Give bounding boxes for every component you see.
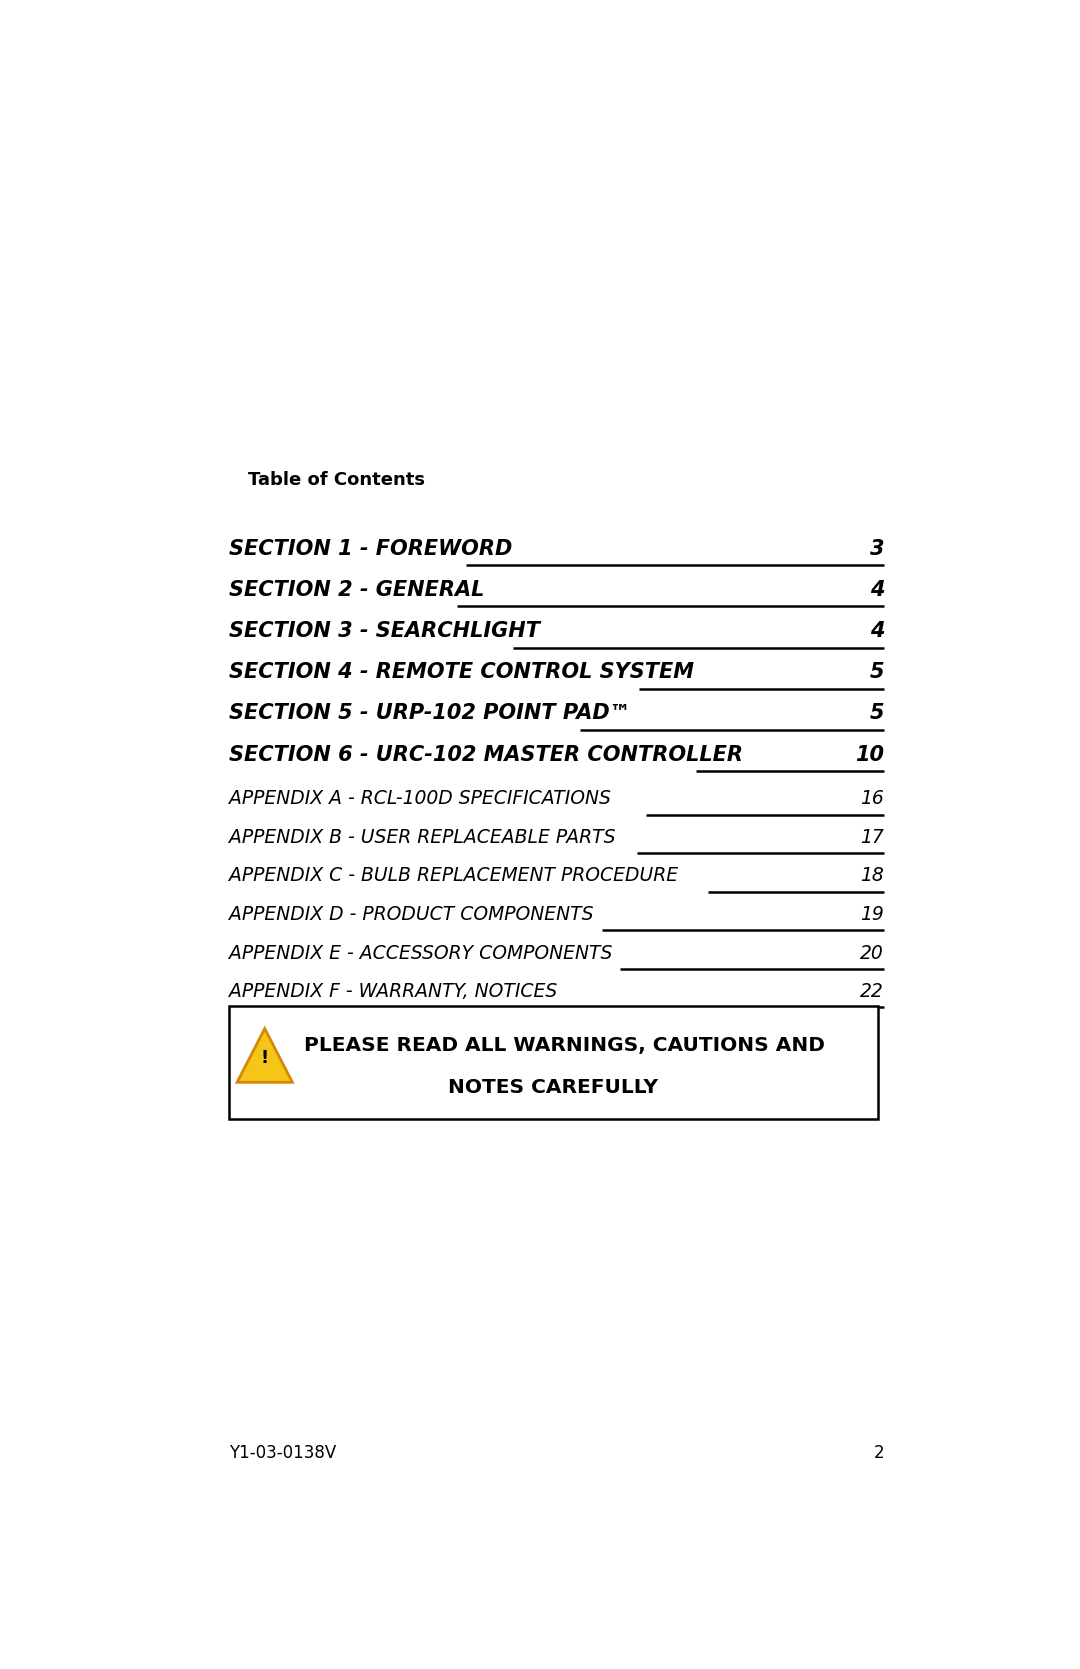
Text: 2: 2	[874, 1444, 885, 1462]
Text: APPENDIX C - BULB REPLACEMENT PROCEDURE: APPENDIX C - BULB REPLACEMENT PROCEDURE	[229, 866, 678, 885]
Text: Y1-03-0138V: Y1-03-0138V	[229, 1444, 336, 1462]
Text: 4: 4	[869, 581, 885, 601]
Text: APPENDIX D - PRODUCT COMPONENTS: APPENDIX D - PRODUCT COMPONENTS	[229, 905, 593, 925]
Text: SECTION 6 - URC-102 MASTER CONTROLLER: SECTION 6 - URC-102 MASTER CONTROLLER	[229, 744, 743, 764]
Text: 10: 10	[855, 744, 885, 764]
Text: PLEASE READ ALL WARNINGS, CAUTIONS AND: PLEASE READ ALL WARNINGS, CAUTIONS AND	[305, 1036, 825, 1055]
Text: APPENDIX E - ACCESSORY COMPONENTS: APPENDIX E - ACCESSORY COMPONENTS	[229, 943, 612, 963]
Text: SECTION 3 - SEARCHLIGHT: SECTION 3 - SEARCHLIGHT	[229, 621, 540, 641]
Text: 19: 19	[861, 905, 885, 925]
Polygon shape	[238, 1028, 293, 1082]
Text: SECTION 1 - FOREWORD: SECTION 1 - FOREWORD	[229, 539, 512, 559]
FancyBboxPatch shape	[229, 1006, 878, 1120]
Text: 17: 17	[861, 828, 885, 846]
Text: 18: 18	[861, 866, 885, 885]
Text: !: !	[260, 1048, 269, 1066]
Text: 5: 5	[869, 703, 885, 723]
Text: Table of Contents: Table of Contents	[248, 471, 426, 489]
Text: SECTION 5 - URP-102 POINT PAD™: SECTION 5 - URP-102 POINT PAD™	[229, 703, 631, 723]
Text: 22: 22	[861, 981, 885, 1001]
Text: 3: 3	[869, 539, 885, 559]
Text: NOTES CAREFULLY: NOTES CAREFULLY	[448, 1078, 659, 1097]
Text: SECTION 4 - REMOTE CONTROL SYSTEM: SECTION 4 - REMOTE CONTROL SYSTEM	[229, 663, 693, 683]
Text: APPENDIX F - WARRANTY, NOTICES: APPENDIX F - WARRANTY, NOTICES	[229, 981, 557, 1001]
Text: APPENDIX B - USER REPLACEABLE PARTS: APPENDIX B - USER REPLACEABLE PARTS	[229, 828, 616, 846]
Text: 4: 4	[869, 621, 885, 641]
Text: 16: 16	[861, 789, 885, 808]
Text: 5: 5	[869, 663, 885, 683]
Text: APPENDIX A - RCL-100D SPECIFICATIONS: APPENDIX A - RCL-100D SPECIFICATIONS	[229, 789, 610, 808]
Text: SECTION 2 - GENERAL: SECTION 2 - GENERAL	[229, 581, 484, 601]
Text: 20: 20	[861, 943, 885, 963]
